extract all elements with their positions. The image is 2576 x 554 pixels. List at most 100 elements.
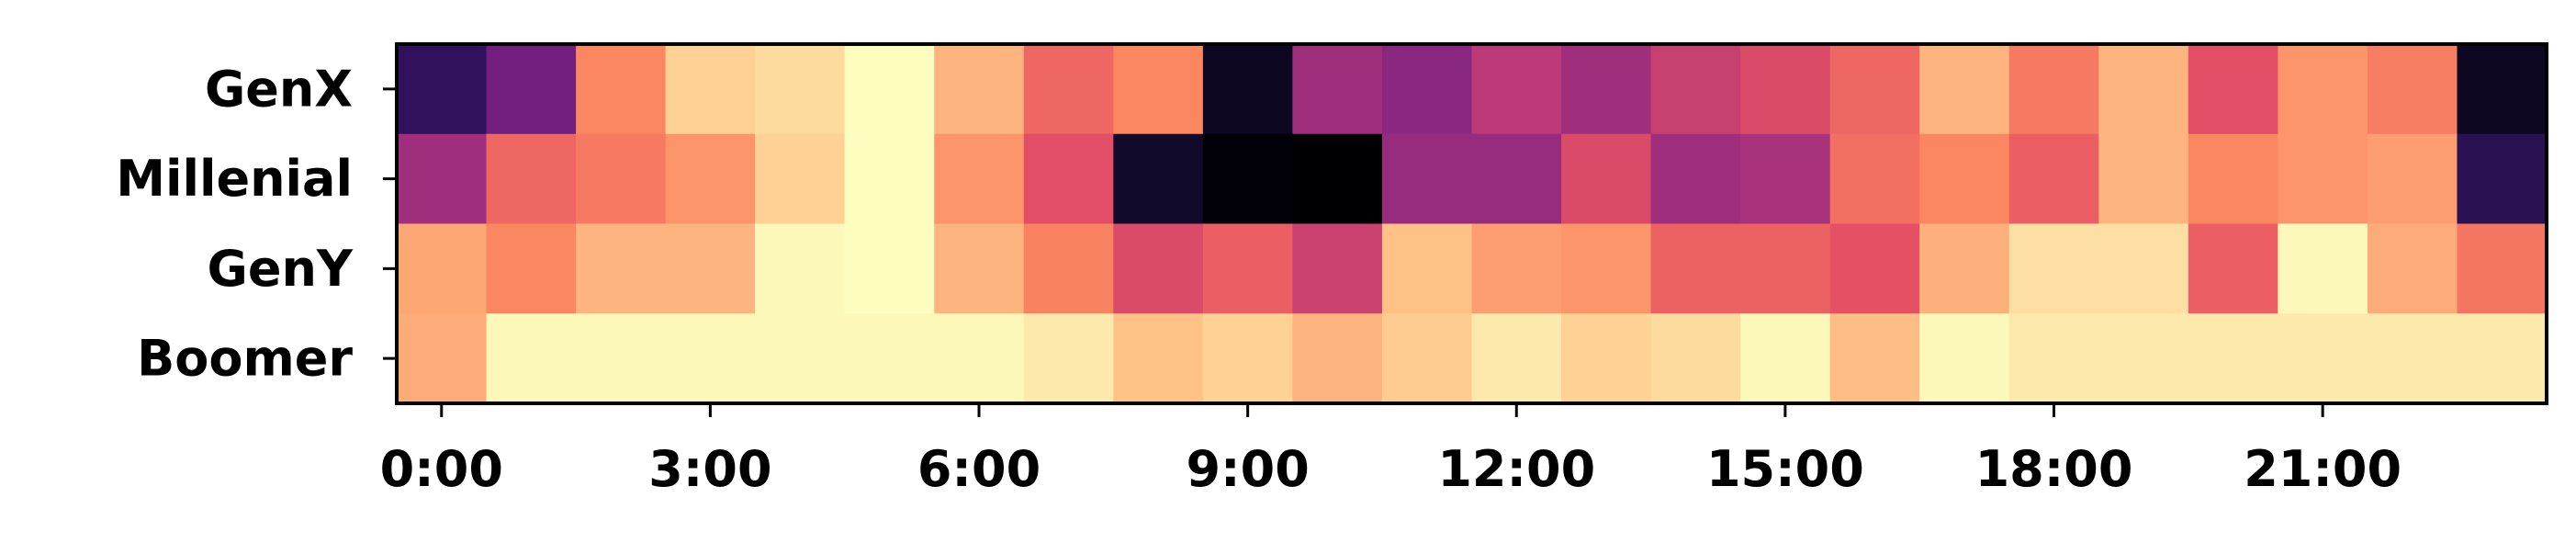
heatmap-cell-geny-12 <box>1471 223 1562 314</box>
xtick-label: 18:00 <box>1975 440 2133 498</box>
heatmap-cell-boomer-9 <box>1202 313 1294 404</box>
heatmap-cell-boomer-18 <box>2008 313 2099 404</box>
xtick-label: 9:00 <box>1186 440 1309 498</box>
heatmap-cell-genx-19 <box>2098 44 2189 135</box>
heatmap-cell-boomer-4 <box>755 313 846 404</box>
heatmap-cell-millenial-9 <box>1202 133 1294 225</box>
heatmap-cell-genx-4 <box>755 44 846 135</box>
plot-frame <box>395 42 2548 405</box>
heatmap-cell-genx-9 <box>1202 44 1294 135</box>
heatmap-cell-genx-22 <box>2367 44 2458 135</box>
heatmap-cell-millenial-6 <box>934 133 1025 225</box>
heatmap-cell-boomer-5 <box>844 313 935 404</box>
heatmap-cell-boomer-6 <box>934 313 1025 404</box>
heatmap-cell-boomer-12 <box>1471 313 1562 404</box>
heatmap-cell-millenial-20 <box>2188 133 2278 225</box>
heatmap-cell-millenial-14 <box>1650 133 1741 225</box>
heatmap-cell-geny-15 <box>1740 223 1831 314</box>
heatmap-cell-millenial-23 <box>2457 133 2548 225</box>
heatmap-cell-genx-3 <box>665 44 756 135</box>
heatmap-cell-geny-9 <box>1202 223 1294 314</box>
heatmap-cell-genx-10 <box>1292 44 1383 135</box>
xtick-label: 21:00 <box>2244 440 2402 498</box>
heatmap-cell-boomer-13 <box>1561 313 1652 404</box>
heatmap-cell-millenial-22 <box>2367 133 2458 225</box>
heatmap-cell-boomer-23 <box>2457 313 2548 404</box>
heatmap-cell-geny-8 <box>1113 223 1204 314</box>
heatmap-cell-millenial-5 <box>844 133 935 225</box>
heatmap-cell-genx-11 <box>1381 44 1473 135</box>
heatmap-cell-genx-0 <box>397 44 488 135</box>
heatmap-cell-geny-20 <box>2188 223 2278 314</box>
heatmap-cell-millenial-8 <box>1113 133 1204 225</box>
heatmap-cell-boomer-7 <box>1023 313 1114 404</box>
heatmap-cell-boomer-21 <box>2278 313 2368 404</box>
heatmap-cell-millenial-15 <box>1740 133 1831 225</box>
ytick-label-geny: GenY <box>208 240 354 298</box>
heatmap-cell-genx-6 <box>934 44 1025 135</box>
heatmap-cell-genx-23 <box>2457 44 2548 135</box>
heatmap-cell-millenial-3 <box>665 133 756 225</box>
heatmap-cell-boomer-15 <box>1740 313 1831 404</box>
y-axis: GenX Millenial GenY Boomer <box>116 60 397 388</box>
heatmap-cell-millenial-19 <box>2098 133 2189 225</box>
heatmap-cell-millenial-0 <box>397 133 488 225</box>
heatmap-cell-millenial-11 <box>1381 133 1473 225</box>
heatmap-cell-geny-3 <box>665 223 756 314</box>
heatmap-cell-millenial-16 <box>1829 133 1920 225</box>
xtick-label: 12:00 <box>1437 440 1595 498</box>
heatmap-cell-millenial-7 <box>1023 133 1114 225</box>
heatmap-cell-boomer-1 <box>486 313 577 404</box>
heatmap-cell-boomer-8 <box>1113 313 1204 404</box>
heatmap-cell-geny-17 <box>1919 223 2010 314</box>
heatmap-cell-geny-6 <box>934 223 1025 314</box>
ytick-label-millenial: Millenial <box>116 150 353 208</box>
heatmap-cell-geny-2 <box>576 223 667 314</box>
heatmap-cell-millenial-12 <box>1471 133 1562 225</box>
heatmap-cell-geny-19 <box>2098 223 2189 314</box>
heatmap-cell-millenial-17 <box>1919 133 2010 225</box>
heatmap-cell-geny-4 <box>755 223 846 314</box>
heatmap-cell-genx-21 <box>2278 44 2368 135</box>
heatmap-cell-geny-10 <box>1292 223 1383 314</box>
heatmap-cell-millenial-1 <box>486 133 577 225</box>
heatmap-cell-geny-14 <box>1650 223 1741 314</box>
heatmap-cell-genx-20 <box>2188 44 2278 135</box>
heatmap-cell-boomer-17 <box>1919 313 2010 404</box>
heatmap-cell-millenial-2 <box>576 133 667 225</box>
heatmap-cell-genx-13 <box>1561 44 1652 135</box>
heatmap-cell-millenial-18 <box>2008 133 2099 225</box>
heatmap-cell-geny-5 <box>844 223 935 314</box>
heatmap-cell-boomer-11 <box>1381 313 1473 404</box>
heatmap-cell-genx-8 <box>1113 44 1204 135</box>
xtick-label: 3:00 <box>648 440 771 498</box>
heatmap-cell-boomer-2 <box>576 313 667 404</box>
heatmap-cell-boomer-19 <box>2098 313 2189 404</box>
heatmap-cell-millenial-4 <box>755 133 846 225</box>
heatmap-cell-millenial-10 <box>1292 133 1383 225</box>
heatmap-cell-boomer-16 <box>1829 313 1920 404</box>
heatmap-cell-geny-11 <box>1381 223 1473 314</box>
heatmap-cell-boomer-14 <box>1650 313 1741 404</box>
xtick-label: 6:00 <box>917 440 1041 498</box>
heatmap-cell-genx-5 <box>844 44 935 135</box>
heatmap-cell-boomer-3 <box>665 313 756 404</box>
heatmap-cell-genx-14 <box>1650 44 1741 135</box>
heatmap-cell-genx-7 <box>1023 44 1114 135</box>
heatmap-cell-genx-17 <box>1919 44 2010 135</box>
x-axis: 0:00 3:00 6:00 9:00 12:00 15:00 18:00 21:00 <box>380 403 2402 498</box>
heatmap-cell-genx-1 <box>486 44 577 135</box>
heatmap-cell-genx-2 <box>576 44 667 135</box>
heatmap-cell-genx-12 <box>1471 44 1562 135</box>
heatmap-cell-geny-21 <box>2278 223 2368 314</box>
heatmap-cell-boomer-0 <box>397 313 488 404</box>
ytick-label-genx: GenX <box>205 60 353 118</box>
heatmap-cell-millenial-13 <box>1561 133 1652 225</box>
heatmap-cells <box>397 44 2548 404</box>
heatmap-cell-genx-18 <box>2008 44 2099 135</box>
heatmap-cell-geny-18 <box>2008 223 2099 314</box>
heatmap-cell-boomer-20 <box>2188 313 2278 404</box>
heatmap-cell-millenial-21 <box>2278 133 2368 225</box>
heatmap-cell-genx-16 <box>1829 44 1920 135</box>
